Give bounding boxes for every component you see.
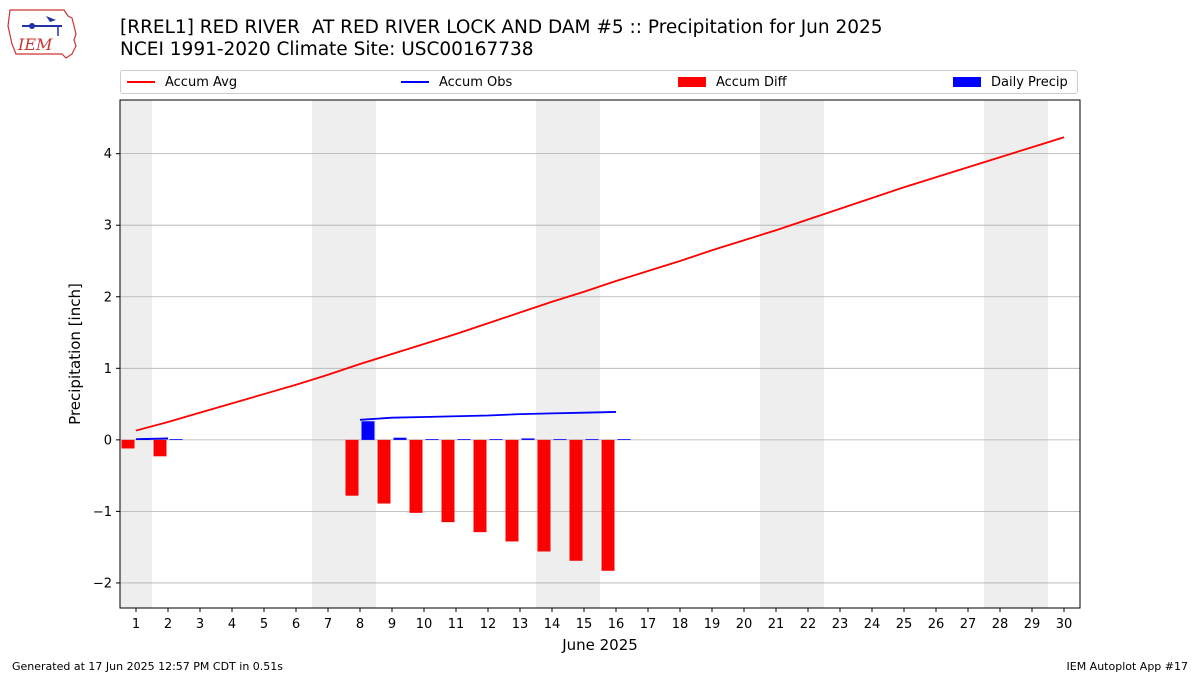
x-tick-label-26: 26	[928, 617, 945, 632]
x-tick-label-27: 27	[960, 617, 977, 632]
bar-daily-precip-12	[489, 439, 503, 440]
x-tick-label-28: 28	[992, 617, 1009, 632]
iem-logo: IEM	[7, 9, 77, 59]
weekend-shade-0	[120, 100, 152, 608]
legend-label-accum-diff: Accum Diff	[716, 74, 787, 90]
x-tick-label-12: 12	[480, 617, 497, 632]
bar-accum-diff-16	[601, 439, 615, 571]
y-axis-label: Precipitation [inch]	[66, 283, 84, 425]
x-tick-label-3: 3	[196, 617, 204, 632]
x-tick-label-18: 18	[672, 617, 689, 632]
legend-item-accum-diff: Accum Diff	[678, 71, 787, 93]
legend-item-accum-avg: Accum Avg	[127, 71, 237, 93]
bar-daily-precip-2	[169, 439, 183, 440]
bar-daily-precip-9	[393, 437, 407, 440]
bar-accum-diff-14	[537, 439, 551, 552]
bar-daily-precip-16	[617, 439, 631, 440]
y-tick-label--2: −2	[93, 576, 112, 591]
legend-item-daily-precip: Daily Precip	[953, 71, 1068, 93]
chart-legend: Accum Avg Accum Obs Accum Diff Daily Pre…	[120, 70, 1078, 94]
y-tick-label-4: 4	[104, 147, 112, 162]
series-line-accum-avg	[135, 136, 1065, 432]
legend-swatch-accum-obs	[401, 81, 429, 83]
x-tick-label-9: 9	[388, 617, 396, 632]
x-tick-label-1: 1	[132, 617, 140, 632]
logo-text: IEM	[17, 35, 53, 54]
legend-label-daily-precip: Daily Precip	[991, 74, 1068, 90]
bar-accum-diff-2	[153, 439, 167, 457]
x-tick-label-29: 29	[1024, 617, 1041, 632]
legend-swatch-daily-precip	[953, 77, 981, 87]
bar-daily-precip-15	[585, 439, 599, 440]
x-tick-label-25: 25	[896, 617, 913, 632]
x-tick-label-15: 15	[576, 617, 593, 632]
footer-generated: Generated at 17 Jun 2025 12:57 PM CDT in…	[12, 660, 284, 673]
x-tick-label-5: 5	[260, 617, 268, 632]
x-tick-label-13: 13	[512, 617, 529, 632]
y-tick-label--1: −1	[93, 505, 112, 520]
bar-accum-diff-8	[345, 439, 359, 496]
footer-app: IEM Autoplot App #17	[1066, 660, 1189, 673]
y-tick-label-3: 3	[104, 219, 112, 234]
bar-daily-precip-13	[521, 438, 535, 440]
legend-swatch-accum-diff	[678, 77, 706, 87]
x-tick-label-10: 10	[416, 617, 433, 632]
y-tick-label-0: 0	[104, 433, 112, 448]
weekend-shade-1	[312, 100, 376, 608]
y-tick-label-2: 2	[104, 290, 112, 305]
x-tick-label-2: 2	[164, 617, 172, 632]
x-tick-label-11: 11	[448, 617, 465, 632]
series-line-accum-obs-1	[359, 411, 617, 421]
x-tick-label-21: 21	[768, 617, 785, 632]
bar-daily-precip-11	[457, 439, 471, 440]
x-tick-label-8: 8	[356, 617, 364, 632]
x-tick-label-20: 20	[736, 617, 753, 632]
weekend-shade-3	[760, 100, 824, 608]
bar-accum-diff-15	[569, 439, 583, 561]
x-tick-label-24: 24	[864, 617, 881, 632]
x-axis-label: June 2025	[561, 636, 638, 654]
chart-title: [RREL1] RED RIVER AT RED RIVER LOCK AND …	[120, 17, 883, 38]
x-tick-label-7: 7	[324, 617, 332, 632]
x-tick-label-14: 14	[544, 617, 561, 632]
y-tick-label-1: 1	[104, 362, 112, 377]
bar-accum-diff-12	[473, 439, 487, 533]
legend-item-accum-obs: Accum Obs	[401, 71, 512, 93]
chart-subtitle: NCEI 1991-2020 Climate Site: USC00167738	[120, 39, 534, 60]
legend-swatch-accum-avg	[127, 81, 155, 83]
x-tick-label-16: 16	[608, 617, 625, 632]
x-tick-label-4: 4	[228, 617, 236, 632]
legend-label-accum-obs: Accum Obs	[439, 74, 513, 90]
bar-accum-diff-1	[121, 439, 135, 449]
weekend-shade-4	[984, 100, 1048, 608]
bar-accum-diff-9	[377, 439, 391, 504]
plot-frame	[119, 99, 1081, 609]
bar-daily-precip-14	[553, 439, 567, 440]
x-tick-label-6: 6	[292, 617, 300, 632]
bar-accum-diff-13	[505, 439, 519, 542]
x-tick-label-17: 17	[640, 617, 657, 632]
bar-daily-precip-10	[425, 439, 439, 440]
x-tick-label-19: 19	[704, 617, 721, 632]
bar-daily-precip-8	[361, 421, 375, 440]
bar-accum-diff-10	[409, 439, 423, 513]
bar-accum-diff-11	[441, 439, 455, 523]
x-tick-label-23: 23	[832, 617, 849, 632]
x-tick-label-30: 30	[1056, 617, 1073, 632]
x-tick-label-22: 22	[800, 617, 817, 632]
legend-label-accum-avg: Accum Avg	[165, 74, 238, 90]
series-line-accum-obs-0	[135, 437, 169, 441]
